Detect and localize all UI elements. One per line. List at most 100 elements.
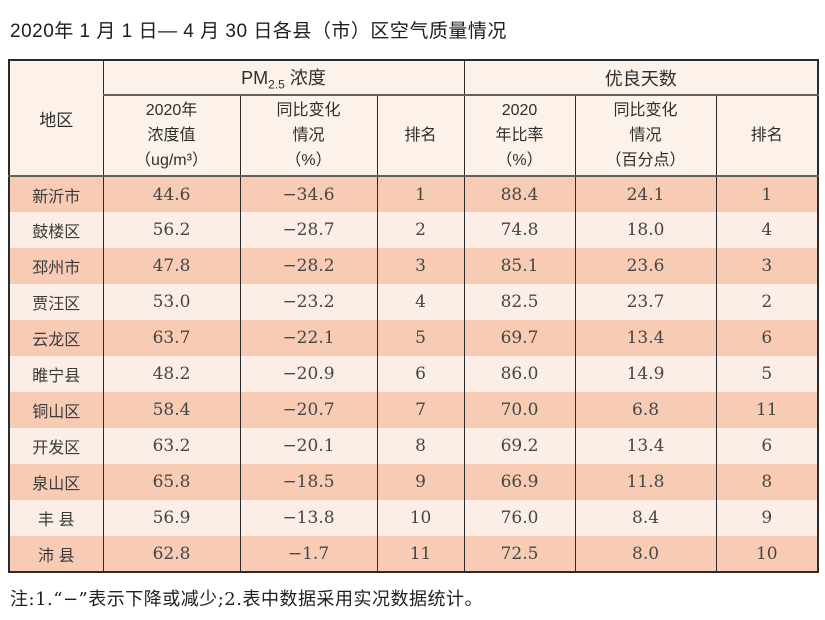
good-days-group-header: 优良天数 [463, 60, 819, 96]
pm25-change-header: 同比变化 情况 （%） [239, 95, 378, 176]
gooddays-rate-cell: 86.0 [463, 356, 576, 392]
pm25-rank-cell: 8 [376, 428, 465, 464]
region-cell: 沛 县 [8, 536, 104, 572]
group-header-row: 地区 PM2.5 浓度 优良天数 [8, 60, 819, 176]
pm25-change-cell: −22.1 [239, 320, 378, 356]
gooddays-rate-cell: 69.2 [463, 428, 576, 464]
pm25-value-cell: 63.7 [102, 320, 241, 356]
gooddays-change-cell: 11.8 [574, 464, 717, 500]
gooddays-rank-cell: 3 [715, 248, 819, 284]
pm25-value-cell: 65.8 [102, 464, 241, 500]
pm25-rank-cell: 7 [376, 392, 465, 428]
pm25-value-cell: 47.8 [102, 248, 241, 284]
gooddays-change-cell: 8.0 [574, 536, 717, 572]
pm25-change-cell: −20.7 [239, 392, 378, 428]
footnote: 注:1.“−”表示下降或减少;2.表中数据采用实况数据统计。 [10, 589, 483, 610]
gooddays-change-cell: 23.7 [574, 284, 717, 320]
pm25-change-cell: −13.8 [239, 500, 378, 536]
region-cell: 鼓楼区 [8, 212, 104, 248]
table-row: 云龙区 63.7 −22.1 5 69.7 13.4 6 [8, 320, 819, 356]
gooddays-rank-cell: 10 [715, 536, 819, 572]
region-column-header: 地区 [8, 60, 104, 176]
pm25-rank-cell: 4 [376, 284, 465, 320]
gooddays-rank-cell: 6 [715, 320, 819, 356]
pm25-rank-cell: 6 [376, 356, 465, 392]
pm25-value-cell: 63.2 [102, 428, 241, 464]
gooddays-rank-cell: 2 [715, 284, 819, 320]
pm25-group-header: PM2.5 浓度 [102, 60, 465, 96]
pm25-change-cell: −1.7 [239, 536, 378, 572]
pm25-change-cell: −34.6 [239, 176, 378, 212]
pm25-value-cell: 44.6 [102, 176, 241, 212]
pm25-value-cell: 56.9 [102, 500, 241, 536]
gooddays-change-cell: 23.6 [574, 248, 717, 284]
table-row: 泉山区 65.8 −18.5 9 66.9 11.8 8 [8, 464, 819, 500]
pm-label-prefix: PM [241, 67, 269, 88]
pm25-rank-cell: 3 [376, 248, 465, 284]
region-cell: 丰 县 [8, 500, 104, 536]
region-cell: 泉山区 [8, 464, 104, 500]
table-row: 贾汪区 53.0 −23.2 4 82.5 23.7 2 [8, 284, 819, 320]
page-title: 2020年 1 月 1 日— 4 月 30 日各县（市）区空气质量情况 [10, 21, 507, 42]
gooddays-rank-cell: 8 [715, 464, 819, 500]
pm25-change-cell: −28.7 [239, 212, 378, 248]
pm25-change-cell: −20.1 [239, 428, 378, 464]
gooddays-rank-cell: 11 [715, 392, 819, 428]
gooddays-rate-cell: 70.0 [463, 392, 576, 428]
gooddays-rank-cell: 9 [715, 500, 819, 536]
gooddays-rate-cell: 85.1 [463, 248, 576, 284]
pm25-value-cell: 53.0 [102, 284, 241, 320]
gooddays-rank-cell: 4 [715, 212, 819, 248]
table-body: 新沂市 44.6 −34.6 1 88.4 24.1 1 鼓楼区 56.2 −2… [8, 176, 819, 572]
pm25-rank-cell: 1 [376, 176, 465, 212]
gooddays-change-cell: 8.4 [574, 500, 717, 536]
pm25-value-cell: 58.4 [102, 392, 241, 428]
pm25-value-cell: 56.2 [102, 212, 241, 248]
pm25-rank-header: 排名 [376, 95, 465, 176]
pm25-rank-cell: 11 [376, 536, 465, 572]
table-row: 丰 县 56.9 −13.8 10 76.0 8.4 9 [8, 500, 819, 536]
pm25-value-cell: 48.2 [102, 356, 241, 392]
gooddays-change-cell: 24.1 [574, 176, 717, 212]
air-quality-table: 地区 PM2.5 浓度 优良天数 2020年 浓度值 （ug/m³） 同比变化 … [8, 59, 820, 573]
gooddays-change-cell: 6.8 [574, 392, 717, 428]
table-row: 铜山区 58.4 −20.7 7 70.0 6.8 11 [8, 392, 819, 428]
gooddays-change-cell: 13.4 [574, 428, 717, 464]
pm25-change-cell: −18.5 [239, 464, 378, 500]
pm25-rank-cell: 2 [376, 212, 465, 248]
gooddays-rate-cell: 66.9 [463, 464, 576, 500]
pm25-rank-cell: 10 [376, 500, 465, 536]
table-row: 鼓楼区 56.2 −28.7 2 74.8 18.0 4 [8, 212, 819, 248]
pm25-change-cell: −28.2 [239, 248, 378, 284]
pm-label-suffix: 浓度 [284, 67, 326, 88]
pm-label-subscript: 2.5 [268, 77, 285, 92]
gooddays-rate-cell: 72.5 [463, 536, 576, 572]
gooddays-rate-cell: 82.5 [463, 284, 576, 320]
pm25-value-header: 2020年 浓度值 （ug/m³） [102, 95, 241, 176]
region-cell: 新沂市 [8, 176, 104, 212]
pm25-rank-cell: 5 [376, 320, 465, 356]
gooddays-rate-cell: 69.7 [463, 320, 576, 356]
gooddays-change-cell: 18.0 [574, 212, 717, 248]
gooddays-rank-header: 排名 [715, 95, 819, 176]
gooddays-rate-cell: 76.0 [463, 500, 576, 536]
region-cell: 邳州市 [8, 248, 104, 284]
table-row: 睢宁县 48.2 −20.9 6 86.0 14.9 5 [8, 356, 819, 392]
gooddays-rate-cell: 88.4 [463, 176, 576, 212]
gooddays-rate-header: 2020 年比率 （%） [463, 95, 576, 176]
gooddays-change-cell: 14.9 [574, 356, 717, 392]
gooddays-rank-cell: 5 [715, 356, 819, 392]
table-row: 新沂市 44.6 −34.6 1 88.4 24.1 1 [8, 176, 819, 212]
gooddays-change-cell: 13.4 [574, 320, 717, 356]
pm25-value-cell: 62.8 [102, 536, 241, 572]
region-cell: 睢宁县 [8, 356, 104, 392]
table-row: 沛 县 62.8 −1.7 11 72.5 8.0 10 [8, 536, 819, 572]
pm25-change-cell: −23.2 [239, 284, 378, 320]
pm25-rank-cell: 9 [376, 464, 465, 500]
sub-header-row: 2020年 浓度值 （ug/m³） 同比变化 情况 （%） 排名 2020 年比… [9, 95, 819, 176]
gooddays-rate-cell: 74.8 [463, 212, 576, 248]
region-cell: 贾汪区 [8, 284, 104, 320]
gooddays-rank-cell: 6 [715, 428, 819, 464]
table-row: 开发区 63.2 −20.1 8 69.2 13.4 6 [8, 428, 819, 464]
